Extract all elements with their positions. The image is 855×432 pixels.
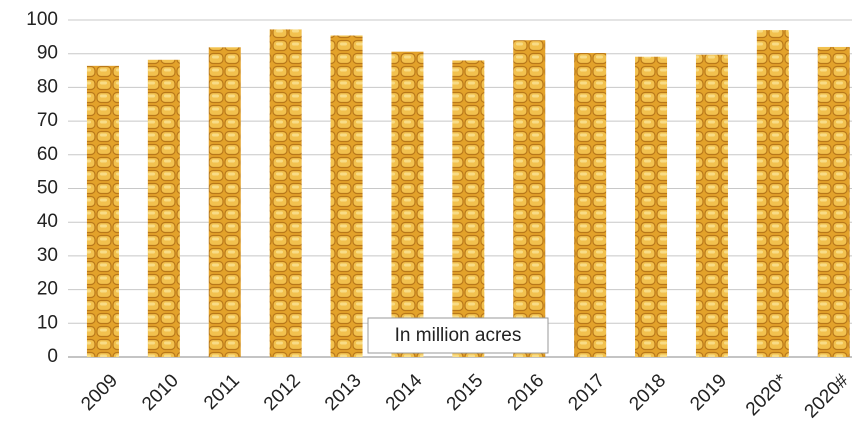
- x-tick-label: 2019: [686, 370, 731, 415]
- x-tick-label: 2018: [625, 370, 670, 415]
- y-tick-label: 90: [37, 43, 58, 64]
- x-tick-label: 2020*: [742, 370, 792, 420]
- bar: [208, 47, 241, 358]
- bar: [391, 51, 424, 357]
- bar: [147, 59, 180, 358]
- x-tick-label: 2010: [138, 370, 183, 415]
- bars: [86, 29, 850, 358]
- y-tick-label: 100: [26, 9, 58, 30]
- bar: [452, 60, 485, 357]
- y-tick-label: 70: [37, 110, 58, 131]
- annotation-box: [367, 317, 549, 354]
- bar: [513, 40, 546, 357]
- x-tick-label: 2014: [382, 370, 427, 415]
- bar: [574, 53, 607, 357]
- x-tick-label: 2017: [564, 370, 609, 415]
- bar: [86, 65, 119, 357]
- y-tick-label: 50: [37, 178, 58, 199]
- bar: [330, 35, 363, 357]
- y-tick-label: 80: [37, 76, 58, 97]
- y-tick-label: 10: [37, 312, 58, 333]
- x-tick-label: 2020#: [801, 370, 854, 423]
- bar: [817, 46, 850, 358]
- bar: [756, 30, 789, 358]
- bar: [635, 56, 668, 357]
- x-tick-label: 2015: [443, 370, 488, 415]
- y-tick-label: 60: [37, 144, 58, 165]
- x-tick-label: 2016: [504, 370, 549, 415]
- x-tick-label: 2011: [200, 370, 244, 414]
- bar: [269, 29, 302, 357]
- y-tick-label: 20: [37, 279, 58, 300]
- annotation: In million acres: [395, 325, 522, 346]
- x-tick-label: 2013: [321, 370, 366, 415]
- x-tick-label: 2009: [77, 370, 122, 415]
- y-tick-label: 30: [37, 245, 58, 266]
- x-tick-label: 2012: [260, 370, 305, 415]
- y-tick-label: 0: [47, 346, 58, 367]
- y-tick-label: 40: [37, 211, 58, 232]
- bar: [695, 54, 728, 357]
